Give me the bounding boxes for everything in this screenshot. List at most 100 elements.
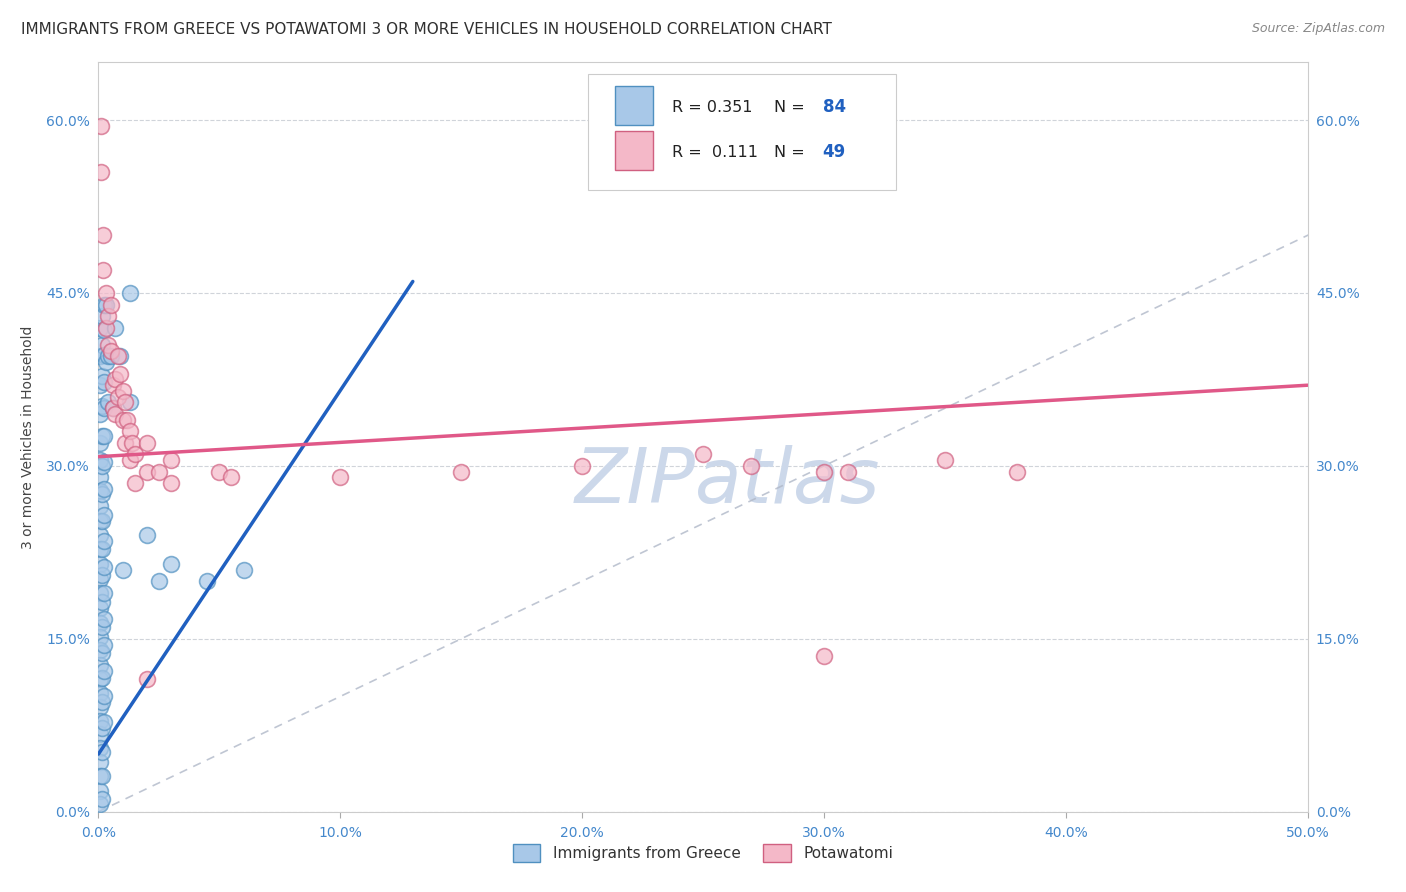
Point <box>97 350 120 364</box>
Point <box>108 367 131 381</box>
Point <box>93 714 115 729</box>
Point <box>89 600 111 615</box>
Point <box>135 465 157 479</box>
Point <box>91 429 114 443</box>
Point <box>114 395 136 409</box>
Point <box>91 769 114 783</box>
Text: N =: N = <box>775 100 806 115</box>
Text: R = 0.351: R = 0.351 <box>672 100 752 115</box>
Bar <box>614 86 654 125</box>
Point <box>97 338 120 352</box>
Point <box>93 612 115 626</box>
Text: IMMIGRANTS FROM GREECE VS POTAWATOMI 3 OR MORE VEHICLES IN HOUSEHOLD CORRELATION: IMMIGRANTS FROM GREECE VS POTAWATOMI 3 O… <box>21 22 832 37</box>
Point <box>93 429 115 443</box>
Point <box>89 557 111 571</box>
Point <box>124 447 146 461</box>
Point <box>91 369 114 384</box>
Point <box>93 690 115 704</box>
Text: 49: 49 <box>823 144 846 161</box>
Point <box>93 560 115 574</box>
Point <box>135 435 157 450</box>
Point <box>93 323 115 337</box>
Point <box>89 528 111 542</box>
Point <box>89 585 111 599</box>
Point <box>91 541 114 556</box>
Point <box>89 714 111 728</box>
Point <box>94 297 117 311</box>
Point <box>107 350 129 364</box>
Text: ZIPatlas: ZIPatlas <box>575 445 880 519</box>
Point <box>89 658 111 673</box>
Text: N =: N = <box>775 145 806 160</box>
Point <box>111 384 134 398</box>
Legend: Immigrants from Greece, Potawatomi: Immigrants from Greece, Potawatomi <box>506 838 900 868</box>
Point <box>135 672 157 686</box>
Point <box>813 465 835 479</box>
Point <box>94 285 117 300</box>
Point <box>89 500 111 514</box>
Point <box>93 533 115 548</box>
Point <box>97 395 120 409</box>
Point <box>89 643 111 657</box>
Point <box>91 514 114 528</box>
Point <box>94 320 117 334</box>
Point <box>118 425 141 439</box>
Point <box>89 615 111 630</box>
Point <box>101 378 124 392</box>
Point <box>104 372 127 386</box>
Point <box>124 476 146 491</box>
Bar <box>614 130 654 169</box>
Point <box>118 453 141 467</box>
Text: 84: 84 <box>823 98 846 116</box>
Point <box>232 563 254 577</box>
Point <box>91 745 114 759</box>
Point <box>91 486 114 500</box>
Point <box>89 453 111 467</box>
Point <box>89 784 111 798</box>
Point <box>89 407 111 421</box>
Point <box>89 320 111 334</box>
Point <box>91 620 114 634</box>
Point <box>692 447 714 461</box>
Point <box>89 727 111 741</box>
Text: Source: ZipAtlas.com: Source: ZipAtlas.com <box>1251 22 1385 36</box>
Point <box>91 695 114 709</box>
Point <box>89 514 111 528</box>
Point <box>89 378 111 392</box>
Point <box>91 646 114 660</box>
Point <box>107 390 129 404</box>
Point <box>91 309 114 323</box>
Point <box>121 435 143 450</box>
Point <box>93 348 115 362</box>
Point <box>208 465 231 479</box>
Point <box>221 470 243 484</box>
Point <box>89 350 111 364</box>
Point <box>118 285 141 300</box>
Point <box>89 741 111 756</box>
Point <box>571 458 593 473</box>
Point <box>148 574 170 589</box>
Point <box>91 458 114 473</box>
FancyBboxPatch shape <box>588 74 897 190</box>
Point <box>934 453 956 467</box>
Point <box>160 557 183 571</box>
Point <box>97 309 120 323</box>
Point <box>89 797 111 811</box>
Point <box>89 630 111 644</box>
Point <box>114 435 136 450</box>
Point <box>91 721 114 735</box>
Point <box>111 413 134 427</box>
Point <box>89 755 111 769</box>
Point <box>148 465 170 479</box>
Point <box>91 338 114 352</box>
Point <box>93 508 115 523</box>
Point <box>101 401 124 416</box>
Point <box>135 528 157 542</box>
Point <box>100 350 122 364</box>
Point <box>90 165 112 179</box>
Point <box>90 119 112 133</box>
Point <box>101 401 124 416</box>
Point <box>837 465 859 479</box>
Point <box>89 769 111 783</box>
Y-axis label: 3 or more Vehicles in Household: 3 or more Vehicles in Household <box>21 326 35 549</box>
